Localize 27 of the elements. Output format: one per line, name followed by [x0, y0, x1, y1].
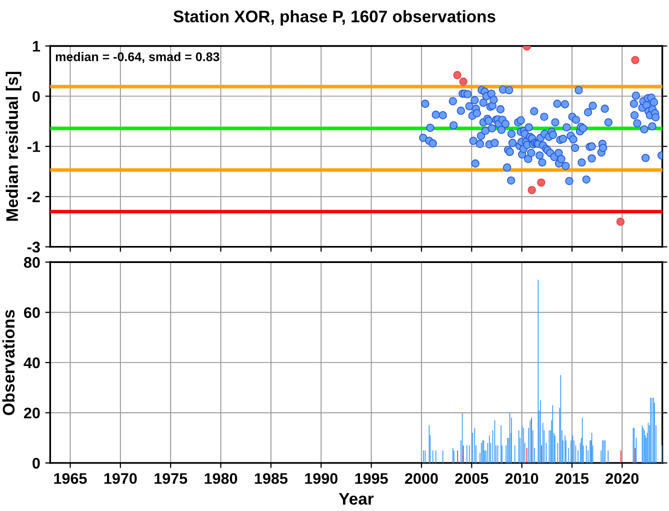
x-axis-title: Year — [338, 493, 374, 505]
y-axis-title: Observations — [2, 310, 15, 416]
x-tick-label: 2020 — [606, 473, 639, 484]
x-tick-label: 2015 — [556, 473, 589, 484]
chart-title: Station XOR, phase P, 1607 observations — [174, 10, 496, 26]
x-tick-label: 2000 — [405, 473, 438, 484]
y-tick-label: -1 — [27, 141, 40, 152]
y-tick-label: 60 — [24, 307, 40, 318]
y-tick-label: -2 — [27, 191, 40, 202]
y-tick-label: -3 — [27, 242, 40, 253]
x-tick-label: 1980 — [204, 473, 238, 484]
y-tick-label: 40 — [24, 357, 40, 368]
x-tick-label: 1965 — [54, 473, 87, 484]
x-tick-label: 1990 — [305, 473, 338, 484]
y-tick-label: 1 — [32, 41, 40, 52]
x-tick-label: 1975 — [154, 473, 188, 484]
y-tick-label: 0 — [32, 458, 40, 469]
x-tick-label: 2010 — [505, 473, 538, 484]
y-tick-label: 80 — [24, 257, 40, 268]
y-tick-label: 20 — [24, 408, 40, 418]
x-tick-label: 1995 — [355, 473, 388, 484]
annotation: median = -0.64, smad = 0.83 — [56, 52, 220, 64]
y-axis-title: Median residual [s] — [6, 72, 22, 221]
x-tick-label: 1985 — [254, 473, 288, 484]
x-tick-label: 1970 — [104, 473, 137, 484]
x-tick-label: 2005 — [455, 473, 488, 484]
y-tick-label: 0 — [32, 91, 40, 102]
